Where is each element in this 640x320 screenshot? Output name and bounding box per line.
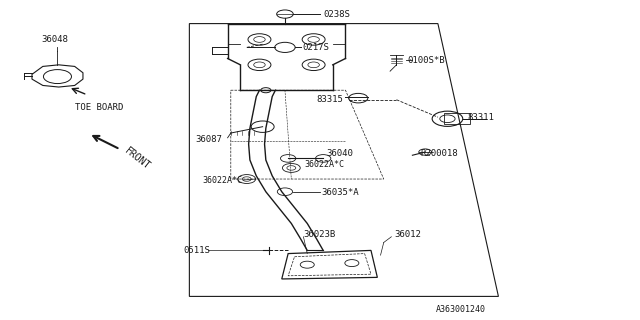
Text: 0511S: 0511S xyxy=(183,246,210,255)
Text: 36048: 36048 xyxy=(41,35,68,44)
Text: 36022A*C: 36022A*C xyxy=(304,160,344,169)
Text: R200018: R200018 xyxy=(420,149,458,158)
Text: 83311: 83311 xyxy=(468,113,495,122)
Text: 0238S: 0238S xyxy=(323,10,350,19)
Text: 83315: 83315 xyxy=(317,95,344,104)
Text: 36022A*C: 36022A*C xyxy=(202,176,242,185)
Text: 36023B: 36023B xyxy=(303,230,336,239)
Text: FRONT: FRONT xyxy=(122,145,152,172)
Text: A363001240: A363001240 xyxy=(436,305,486,314)
Text: TOE BOARD: TOE BOARD xyxy=(75,103,123,112)
Text: 36040: 36040 xyxy=(326,149,353,158)
Text: 36035*A: 36035*A xyxy=(321,188,359,197)
Text: 36012: 36012 xyxy=(394,230,421,239)
Text: 0100S*B: 0100S*B xyxy=(407,56,445,65)
Text: 36087: 36087 xyxy=(196,135,223,144)
Bar xyxy=(444,113,470,124)
Text: 0217S: 0217S xyxy=(302,43,329,52)
